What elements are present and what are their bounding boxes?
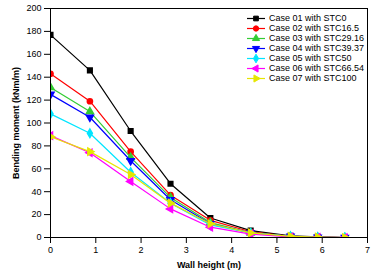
- svg-text:Wall height (m): Wall height (m): [177, 260, 241, 270]
- svg-text:Bending moment (kNm/m): Bending moment (kNm/m): [11, 67, 21, 179]
- svg-text:200: 200: [26, 3, 41, 13]
- svg-text:40: 40: [31, 187, 41, 197]
- html-text:Case 02 with STC16.5: Case 02 with STC16.5: [268, 23, 359, 33]
- svg-text:5: 5: [274, 245, 279, 255]
- svg-text:160: 160: [26, 49, 41, 59]
- svg-text:180: 180: [26, 26, 41, 36]
- svg-text:0: 0: [48, 245, 53, 255]
- svg-text:140: 140: [26, 72, 41, 82]
- html-text:Case 03 with STC29.16: Case 03 with STC29.16: [268, 33, 364, 43]
- svg-text:2: 2: [139, 245, 144, 255]
- svg-text:60: 60: [31, 164, 41, 174]
- svg-text:80: 80: [31, 141, 41, 151]
- svg-text:7: 7: [365, 245, 370, 255]
- html-text:Case 06 with STC66.54: Case 06 with STC66.54: [268, 63, 364, 73]
- html-text:Case 01 with STC0: Case 01 with STC0: [268, 13, 347, 23]
- svg-text:0: 0: [36, 232, 41, 242]
- svg-text:3: 3: [184, 245, 189, 255]
- svg-text:20: 20: [31, 209, 41, 219]
- svg-text:4: 4: [229, 245, 234, 255]
- svg-text:120: 120: [26, 95, 41, 105]
- html-text:Case 04 with STC39.37: Case 04 with STC39.37: [268, 43, 364, 53]
- html-text:Case 07 with STC100: Case 07 with STC100: [268, 73, 357, 83]
- svg-text:6: 6: [320, 245, 325, 255]
- svg-text:1: 1: [93, 245, 98, 255]
- svg-text:100: 100: [26, 118, 41, 128]
- html-text:Case 05 with STC50: Case 05 with STC50: [268, 53, 352, 63]
